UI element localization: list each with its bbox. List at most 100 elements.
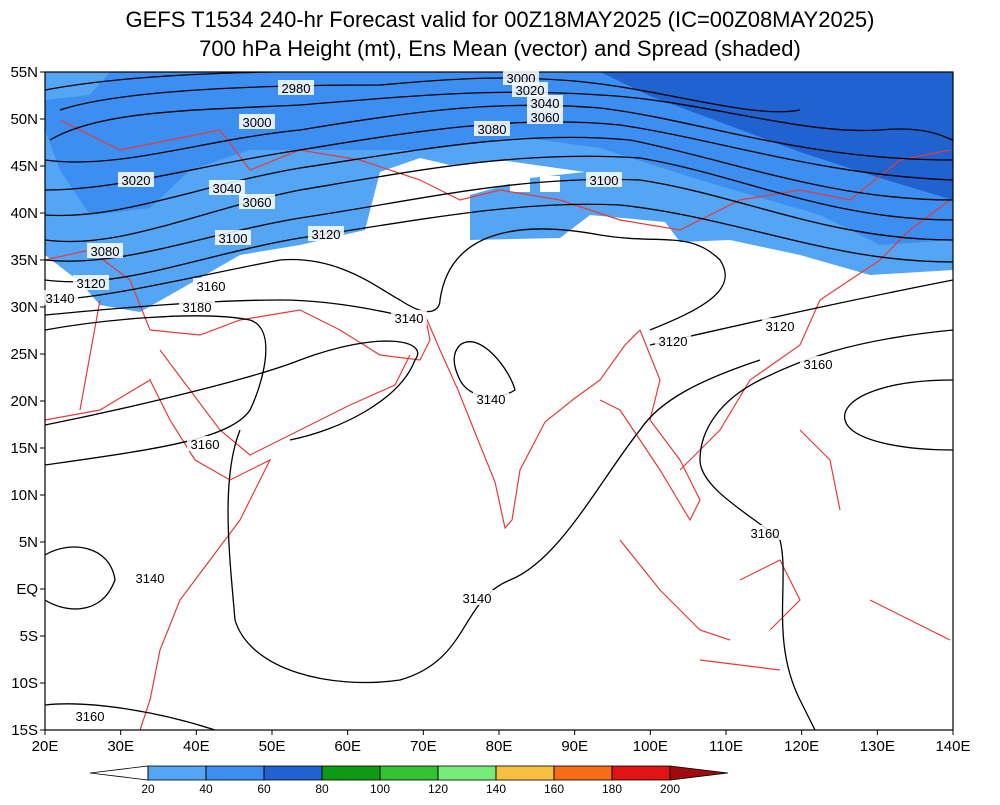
lat-label: 20N — [10, 393, 38, 410]
lat-label: 40N — [10, 205, 38, 222]
colorbar-segment — [611, 765, 671, 781]
contour-label-bg — [527, 95, 563, 110]
contour-label-bg — [473, 391, 509, 406]
lon-label: 40E — [183, 738, 210, 755]
contour-label-bg — [474, 121, 510, 136]
spread-gap — [540, 176, 560, 192]
contour-label-bg — [209, 180, 245, 195]
contour-label: 3140 — [463, 591, 492, 606]
contour-label: 3140 — [136, 571, 165, 586]
contour-label: 3180 — [183, 300, 212, 315]
contour-label: 3160 — [751, 526, 780, 541]
contour-label: 3120 — [312, 227, 341, 242]
contour-label: 3160 — [804, 357, 833, 372]
contour-label: 3080 — [478, 122, 507, 137]
colorbar-label: 100 — [370, 782, 390, 796]
colorbar-segment — [205, 765, 265, 781]
contour-label-bg — [747, 525, 783, 540]
contour-label-bg — [118, 172, 154, 187]
lon-label: 20E — [32, 738, 59, 755]
contours — [45, 72, 953, 730]
lat-label: 5N — [19, 534, 38, 551]
colorbar-segment — [437, 765, 497, 781]
contour-label: 3060 — [531, 110, 560, 125]
contour-label: 3040 — [213, 181, 242, 196]
colorbar-segment — [495, 765, 555, 781]
lat-label: 30N — [10, 299, 38, 316]
lat-label: 55N — [10, 64, 38, 81]
colorbar-label: 180 — [602, 782, 622, 796]
contour-label: 3140 — [477, 392, 506, 407]
colorbar-label: 200 — [660, 782, 680, 796]
lat-label: 15N — [10, 440, 38, 457]
contour-label-bg — [239, 194, 275, 209]
contour-label-bg — [391, 310, 427, 325]
contour-label-bg — [800, 356, 836, 371]
lon-label: 130E — [860, 738, 895, 755]
colorbar-segment — [321, 765, 381, 781]
lon-label: 70E — [410, 738, 437, 755]
contour-label: 3080 — [91, 244, 120, 259]
contour-label: 3120 — [766, 319, 795, 334]
colorbar-label: 140 — [486, 782, 506, 796]
contour-label: 3020 — [516, 83, 545, 98]
colorbar-over — [669, 765, 729, 781]
contour-label-bg — [239, 114, 275, 129]
contour-label-bg — [132, 570, 168, 585]
contour-label: 3120 — [659, 334, 688, 349]
contour-label: 3040 — [531, 96, 560, 111]
colorbar-label: 20 — [141, 782, 155, 796]
lon-label: 140E — [935, 738, 970, 755]
contour-label: 3160 — [197, 279, 226, 294]
contour-label-bg — [586, 172, 622, 187]
contour-label-bg — [527, 109, 563, 124]
contour-label-bg — [215, 230, 251, 245]
contour-label-bg — [459, 590, 495, 605]
contour-label-bg — [308, 226, 344, 241]
colorbar-segment — [379, 765, 439, 781]
lat-label: 10N — [10, 487, 38, 504]
contour-label-bg — [655, 333, 691, 348]
lon-label: 80E — [486, 738, 513, 755]
colorbar-segment — [263, 765, 323, 781]
contour-label: 3000 — [243, 115, 272, 130]
contour-label-bg — [193, 278, 229, 293]
contour-label-bg — [87, 243, 123, 258]
colorbar-under — [89, 765, 149, 781]
lat-label: 15S — [11, 722, 38, 739]
colorbar-segment — [553, 765, 613, 781]
title: GEFS T1534 240-hr Forecast valid for 00Z… — [126, 7, 875, 32]
colorbar-label: 160 — [544, 782, 564, 796]
contour-label-bg — [42, 290, 78, 305]
lon-label: 110E — [709, 738, 743, 755]
lat-label: 35N — [10, 252, 38, 269]
lon-label: 90E — [561, 738, 588, 755]
lat-label: 45N — [10, 158, 38, 175]
colorbar-segment — [147, 765, 207, 781]
contour-label: 3160 — [191, 437, 220, 452]
contour-label: 3100 — [219, 231, 248, 246]
lon-label: 60E — [334, 738, 361, 755]
contour-label: 3140 — [395, 311, 424, 326]
colorbar-label: 60 — [257, 782, 271, 796]
lon-label: 50E — [259, 738, 286, 755]
contour-label: 2980 — [282, 81, 311, 96]
lat-label: 50N — [10, 111, 38, 128]
contour-label-bg — [187, 436, 223, 451]
lon-label: 120E — [784, 738, 819, 755]
contour-label: 3100 — [590, 173, 619, 188]
subtitle: 700 hPa Height (mt), Ens Mean (vector) a… — [199, 36, 801, 61]
lat-label: 5S — [20, 628, 38, 645]
coastlines — [45, 119, 951, 730]
labels: 55N 50N 45N 40N 35N 30N 25N 20N 15N 10N 5N EQ 5S 10S 1… — [10, 64, 970, 755]
colorbar: 20 40 60 80 100 120 140 160 180 200 — [89, 765, 729, 796]
colorbar-label: 120 — [428, 782, 448, 796]
contour-label-bg — [762, 318, 798, 333]
contour-label-bg — [72, 708, 108, 723]
colorbar-label: 40 — [199, 782, 213, 796]
contour-label: 3140 — [46, 291, 75, 306]
contour-label-bg — [179, 299, 215, 314]
contour-label: 3020 — [122, 173, 151, 188]
lat-label: EQ — [16, 581, 38, 598]
